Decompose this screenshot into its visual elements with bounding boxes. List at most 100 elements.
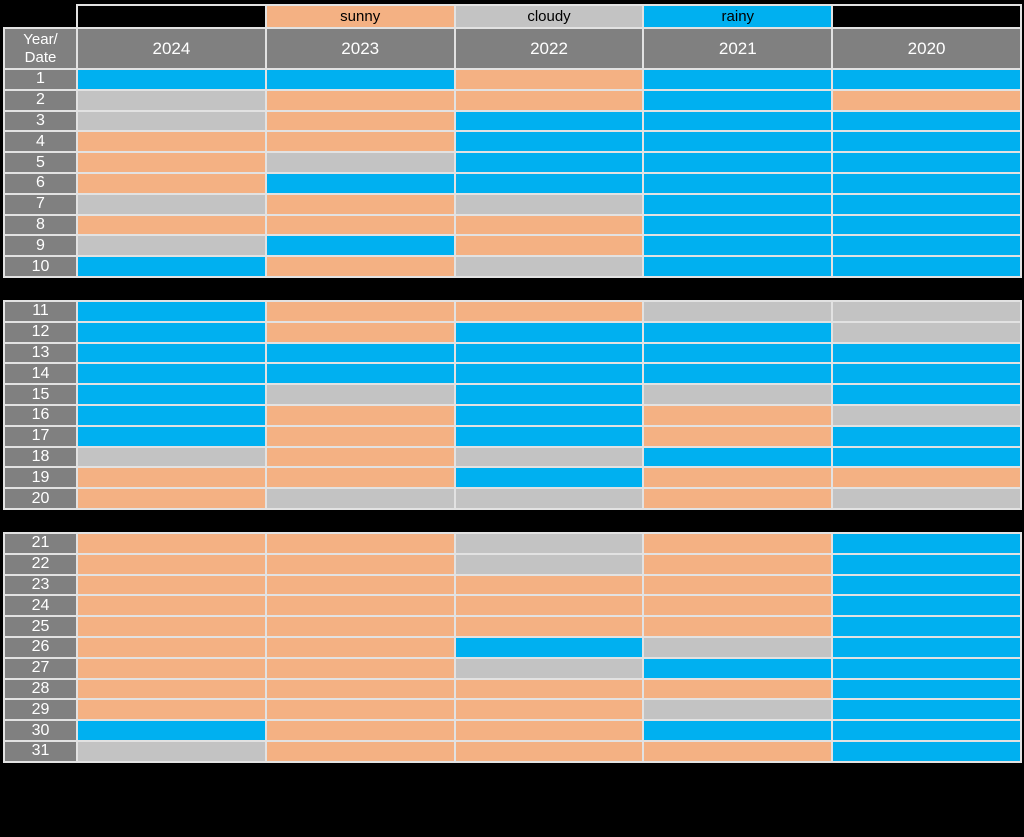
weather-cell-2020-21-rainy xyxy=(831,531,1022,555)
weather-cell-2023-30-sunny xyxy=(264,719,456,742)
weather-cell-2020-7-rainy xyxy=(831,192,1022,216)
weather-cell-2023-14-rainy xyxy=(264,362,456,386)
weather-cell-2021-18-rainy xyxy=(642,445,834,469)
weather-cell-2023-10-sunny xyxy=(264,255,456,278)
date-row-10: 10 xyxy=(3,255,1022,278)
date-label-23: 23 xyxy=(3,573,78,597)
weather-cell-2021-28-sunny xyxy=(642,677,834,701)
weather-cell-2020-16-cloudy xyxy=(831,403,1022,427)
weather-cell-2024-14-rainy xyxy=(76,362,267,386)
calendar-table-section-1: sunny cloudy rainy Year/ Date 2024 2023 … xyxy=(3,4,1022,278)
date-label-14: 14 xyxy=(3,362,78,386)
weather-cell-2022-27-cloudy xyxy=(453,656,645,680)
date-row-26: 26 xyxy=(3,635,1022,659)
year-header-2023: 2023 xyxy=(264,27,456,70)
weather-cell-2023-6-rainy xyxy=(264,171,456,195)
weather-cell-2023-19-sunny xyxy=(264,466,456,490)
weather-cell-2024-16-rainy xyxy=(76,403,267,427)
date-label-10: 10 xyxy=(3,255,78,278)
legend-corner-spacer xyxy=(4,5,77,28)
date-row-13: 13 xyxy=(3,341,1022,365)
year-header-row: Year/ Date 2024 2023 2022 2021 2020 xyxy=(3,27,1022,70)
legend-item-rainy: rainy xyxy=(642,4,834,29)
weather-cell-2021-31-sunny xyxy=(642,739,834,763)
weather-cell-2020-1-rainy xyxy=(831,68,1022,91)
date-row-11: 11 xyxy=(3,299,1022,323)
date-label-4: 4 xyxy=(3,130,78,154)
weather-cell-2022-7-cloudy xyxy=(453,192,645,216)
date-label-12: 12 xyxy=(3,320,78,344)
date-row-14: 14 xyxy=(3,362,1022,386)
weather-cell-2023-17-sunny xyxy=(264,424,456,448)
weather-cell-2021-29-cloudy xyxy=(642,698,834,722)
weather-cell-2022-26-rainy xyxy=(453,635,645,659)
weather-cell-2024-26-sunny xyxy=(76,635,267,659)
weather-cell-2021-10-rainy xyxy=(642,255,834,278)
weather-cell-2021-5-rainy xyxy=(642,151,834,174)
date-row-3: 3 xyxy=(3,109,1022,133)
weather-cell-2021-8-rainy xyxy=(642,213,834,237)
weather-cell-2021-7-rainy xyxy=(642,192,834,216)
weather-cell-2020-23-rainy xyxy=(831,573,1022,597)
weather-cell-2022-8-sunny xyxy=(453,213,645,237)
weather-cell-2020-30-rainy xyxy=(831,719,1022,742)
weather-cell-2024-23-sunny xyxy=(76,573,267,597)
date-row-12: 12 xyxy=(3,320,1022,344)
weather-cell-2022-21-cloudy xyxy=(453,531,645,555)
year-header-2021: 2021 xyxy=(642,27,834,70)
weather-cell-2020-13-rainy xyxy=(831,341,1022,365)
weather-cell-2021-21-sunny xyxy=(642,531,834,555)
weather-cell-2023-2-sunny xyxy=(264,88,456,112)
date-label-9: 9 xyxy=(3,234,78,258)
year-header-2020: 2020 xyxy=(831,27,1022,70)
weather-cell-2022-6-rainy xyxy=(453,171,645,195)
weather-cell-2024-31-cloudy xyxy=(76,739,267,763)
weather-cell-2020-24-rainy xyxy=(831,594,1022,618)
legend-row: sunny cloudy rainy xyxy=(4,4,1022,29)
weather-cell-2020-11-cloudy xyxy=(831,299,1022,323)
weather-cell-2022-12-rainy xyxy=(453,320,645,344)
weather-cell-2023-20-cloudy xyxy=(264,487,456,510)
weather-cell-2024-2-cloudy xyxy=(76,88,267,112)
date-row-24: 24 xyxy=(3,594,1022,618)
date-label-13: 13 xyxy=(3,341,78,365)
date-row-8: 8 xyxy=(3,213,1022,237)
weather-cell-2021-9-rainy xyxy=(642,234,834,258)
date-row-9: 9 xyxy=(3,234,1022,258)
weather-cell-2021-25-sunny xyxy=(642,615,834,638)
weather-cell-2022-13-rainy xyxy=(453,341,645,365)
weather-cell-2024-6-sunny xyxy=(76,171,267,195)
weather-cell-2021-30-rainy xyxy=(642,719,834,742)
weather-cell-2020-28-rainy xyxy=(831,677,1022,701)
date-label-7: 7 xyxy=(3,192,78,216)
weather-cell-2021-14-rainy xyxy=(642,362,834,386)
weather-cell-2020-8-rainy xyxy=(831,213,1022,237)
weather-cell-2020-31-rainy xyxy=(831,739,1022,763)
date-row-2: 2 xyxy=(3,88,1022,112)
weather-cell-2024-15-rainy xyxy=(76,383,267,406)
date-label-6: 6 xyxy=(3,171,78,195)
date-row-21: 21 xyxy=(3,531,1022,555)
date-row-30: 30 xyxy=(3,719,1022,742)
weather-cell-2024-30-rainy xyxy=(76,719,267,742)
weather-cell-2023-5-cloudy xyxy=(264,151,456,174)
weather-cell-2021-23-sunny xyxy=(642,573,834,597)
date-label-1: 1 xyxy=(3,68,78,91)
weather-cell-2022-15-rainy xyxy=(453,383,645,406)
weather-cell-2024-24-sunny xyxy=(76,594,267,618)
date-label-29: 29 xyxy=(3,698,78,722)
weather-cell-2021-20-sunny xyxy=(642,487,834,510)
weather-cell-2024-20-sunny xyxy=(76,487,267,510)
weather-cell-2024-27-sunny xyxy=(76,656,267,680)
weather-cell-2021-2-rainy xyxy=(642,88,834,112)
weather-cell-2021-3-rainy xyxy=(642,109,834,133)
date-row-20: 20 xyxy=(3,487,1022,510)
weather-cell-2022-10-cloudy xyxy=(453,255,645,278)
date-label-3: 3 xyxy=(3,109,78,133)
weather-cell-2023-28-sunny xyxy=(264,677,456,701)
date-label-16: 16 xyxy=(3,403,78,427)
weather-cell-2020-22-rainy xyxy=(831,552,1022,576)
date-label-26: 26 xyxy=(3,635,78,659)
weather-cell-2024-12-rainy xyxy=(76,320,267,344)
weather-cell-2023-23-sunny xyxy=(264,573,456,597)
